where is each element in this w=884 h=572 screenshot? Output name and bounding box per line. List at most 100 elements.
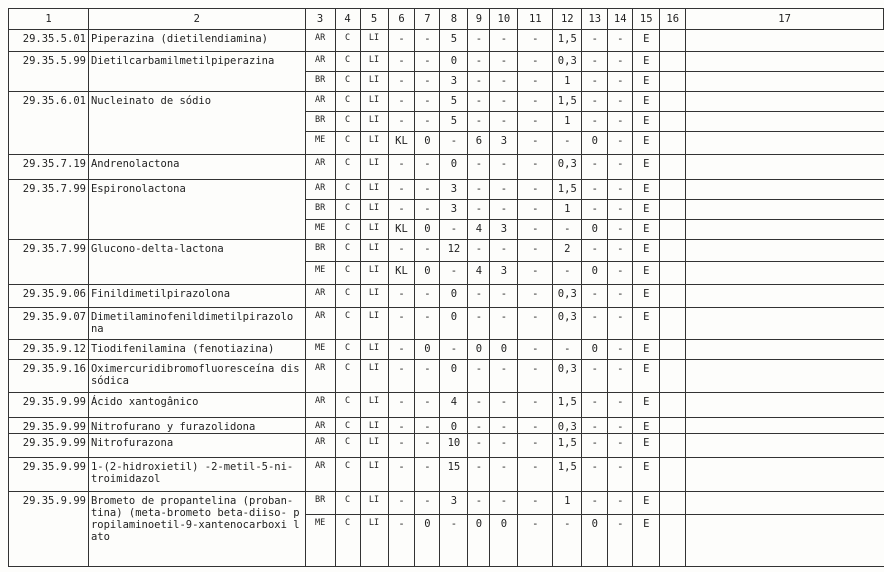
column-header-5: 5 (359, 8, 389, 30)
cell-col-14: - (607, 71, 634, 92)
cell-col-10: - (489, 239, 519, 262)
cell-col-12: 0,3 (552, 284, 583, 308)
cell-col-15: E (632, 219, 661, 240)
cell-col-3: AR (304, 284, 336, 308)
cell-col-16 (659, 29, 687, 52)
cell-col-5: LI (359, 514, 389, 567)
product-code: 29.35.9.99 (8, 491, 89, 567)
cell-col-4: C (334, 284, 361, 308)
cell-col-13: 0 (581, 514, 609, 567)
cell-col-4: C (334, 359, 361, 393)
column-header-3: 3 (304, 8, 336, 30)
cell-col-14: - (607, 51, 634, 72)
cell-col-8: 3 (439, 179, 469, 200)
cell-col-7: 0 (414, 131, 441, 155)
cell-col-4: C (334, 261, 361, 285)
cell-col-5: LI (359, 307, 389, 340)
cell-col-9: - (467, 179, 491, 200)
column-header-1: 1 (8, 8, 89, 30)
cell-col-15: E (632, 339, 661, 360)
cell-col-17 (685, 29, 884, 52)
cell-col-3: ME (304, 219, 336, 240)
cell-col-16 (659, 51, 687, 72)
cell-col-4: C (334, 339, 361, 360)
cell-col-15: E (632, 131, 661, 155)
cell-col-17 (685, 239, 884, 262)
cell-col-3: ME (304, 339, 336, 360)
cell-col-5: LI (359, 339, 389, 360)
cell-col-17 (685, 261, 884, 285)
cell-col-5: LI (359, 457, 389, 492)
cell-col-9: - (467, 51, 491, 72)
cell-col-9: - (467, 359, 491, 393)
cell-col-14: - (607, 261, 634, 285)
cell-col-6: - (387, 307, 416, 340)
table-row: 29.35.6.01 Nucleinato de sódio AR C LI - -5- - -… (8, 91, 884, 155)
product-code: 29.35.9.99 (8, 417, 89, 434)
cell-col-3: ME (304, 131, 336, 155)
product-code: 29.35.9.06 (8, 284, 89, 308)
table-row: 29.35.9.06 Finildimetilpirazolona AR C LI - -0… (8, 284, 884, 308)
cell-col-8: - (439, 339, 469, 360)
cell-col-3: BR (304, 111, 336, 132)
table-row: ME C LI -0-0 0- -0- E (9, 514, 884, 567)
cell-col-9: - (467, 284, 491, 308)
cell-col-12: 0,3 (552, 51, 583, 72)
cell-col-7: - (414, 51, 441, 72)
cell-col-15: E (632, 71, 661, 92)
cell-col-11: - (517, 359, 554, 393)
table-row: 29.35.5.99 Dietilcarbamilmetilpiperazina A… (8, 51, 884, 92)
cell-col-14: - (607, 219, 634, 240)
cell-col-3: AR (304, 433, 336, 458)
cell-col-11: - (517, 219, 554, 240)
cell-col-8: - (439, 219, 469, 240)
cell-col-8: - (439, 131, 469, 155)
cell-col-4: C (334, 154, 361, 180)
cell-col-17 (685, 111, 884, 132)
table-row: 29.35.7.99 Espironolactona AR C LI - -3- - -1,5-… (8, 179, 884, 240)
cell-col-6: - (387, 51, 416, 72)
cell-col-6: KL (387, 219, 416, 240)
cell-col-16 (659, 179, 687, 200)
cell-col-11: - (517, 261, 554, 285)
product-name: Nitrofurazona (87, 433, 306, 458)
cell-col-12: 2 (552, 239, 583, 262)
cell-col-6: - (387, 491, 416, 515)
cell-col-15: E (632, 51, 661, 72)
table-row: 29.35.9.12 Tiodifenilamina (fenotiazina) M… (8, 339, 884, 360)
cell-col-6: - (387, 514, 416, 567)
cell-col-9: 4 (467, 261, 491, 285)
cell-col-6: - (387, 359, 416, 393)
cell-col-5: LI (359, 199, 389, 220)
cell-col-9: - (467, 457, 491, 492)
cell-col-9: - (467, 91, 491, 112)
cell-col-16 (659, 91, 687, 112)
cell-col-5: LI (359, 71, 389, 92)
cell-col-4: C (334, 71, 361, 92)
cell-col-15: E (632, 359, 661, 393)
cell-col-9: - (467, 154, 491, 180)
cell-col-10: - (489, 359, 519, 393)
cell-col-15: E (632, 91, 661, 112)
cell-col-5: LI (359, 111, 389, 132)
cell-col-17 (685, 392, 884, 418)
cell-col-10: - (489, 29, 519, 52)
cell-col-13: - (581, 51, 609, 72)
table-row: 29.35.7.19 Andrenolactona AR C LI - -0- - -0,3- -… (8, 154, 884, 180)
cell-col-13: - (581, 491, 609, 515)
cell-col-5: LI (359, 29, 389, 52)
table-row: ME C LI KL 0-4 3- -0- E (9, 219, 884, 240)
cell-col-11: - (517, 154, 554, 180)
column-header-17: 17 (685, 8, 884, 30)
cell-col-5: LI (359, 154, 389, 180)
cell-col-6: - (387, 417, 416, 434)
cell-col-8: 0 (439, 417, 469, 434)
cell-col-16 (659, 307, 687, 340)
header-row: 1 2 3 4 5 6 7 8 9 10 11 12 13 14 15 16 17 (8, 8, 884, 30)
cell-col-8: 10 (439, 433, 469, 458)
cell-col-12: 1,5 (552, 91, 583, 112)
cell-col-3: ME (304, 261, 336, 285)
cell-col-10: 3 (489, 261, 519, 285)
cell-col-6: - (387, 239, 416, 262)
cell-col-13: - (581, 417, 609, 434)
